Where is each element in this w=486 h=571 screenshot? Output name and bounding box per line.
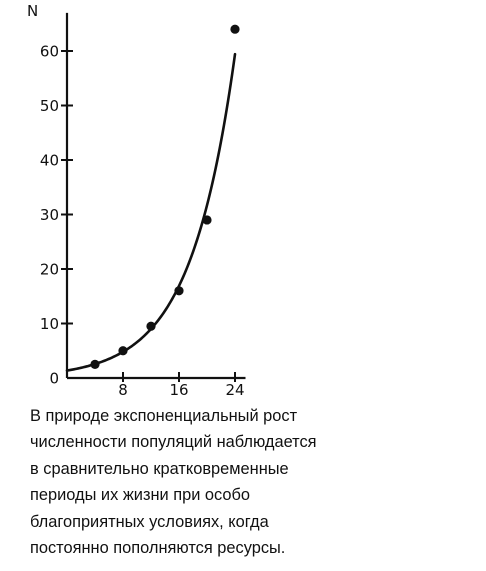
caption-line: в сравнительно кратковременные xyxy=(30,459,289,478)
y-tick-label: 60 xyxy=(40,43,59,61)
x-tick-label: 16 xyxy=(169,381,188,399)
caption-text: В природе экспоненциальный рост численно… xyxy=(30,403,450,561)
x-tick-label: 24 xyxy=(225,381,244,399)
y-tick-label: 20 xyxy=(40,261,59,279)
x-tick-label: 8 xyxy=(118,381,128,399)
caption-line: численности популяций наблюдается xyxy=(30,433,317,452)
caption-line: благоприятных условиях, когда xyxy=(30,512,269,531)
chart-ticks: 0 10 20 30 40 50 60 8 16 24 xyxy=(40,43,245,400)
caption-line: В природе экспоненциальный рост xyxy=(30,407,298,425)
y-axis-title: N xyxy=(27,2,38,20)
data-point xyxy=(230,24,240,34)
data-point xyxy=(174,286,184,296)
data-points-layer xyxy=(90,24,240,369)
data-point xyxy=(118,346,128,356)
y-tick-label: 40 xyxy=(40,152,59,170)
data-point xyxy=(146,321,156,331)
y-tick-label: 0 xyxy=(49,370,59,388)
chart-axes: N xyxy=(27,2,246,380)
population-growth-chart: N 0 10 20 30 40 50 60 8 16 24 xyxy=(27,2,246,400)
y-tick-label: 10 xyxy=(40,315,59,333)
y-tick-label: 30 xyxy=(40,206,59,224)
caption-line: постоянно пополняются ресурсы. xyxy=(30,539,286,558)
data-point xyxy=(90,359,100,369)
y-tick-label: 50 xyxy=(40,97,59,115)
caption-line: периоды их жизни при особо xyxy=(30,486,251,505)
data-point xyxy=(202,215,212,225)
